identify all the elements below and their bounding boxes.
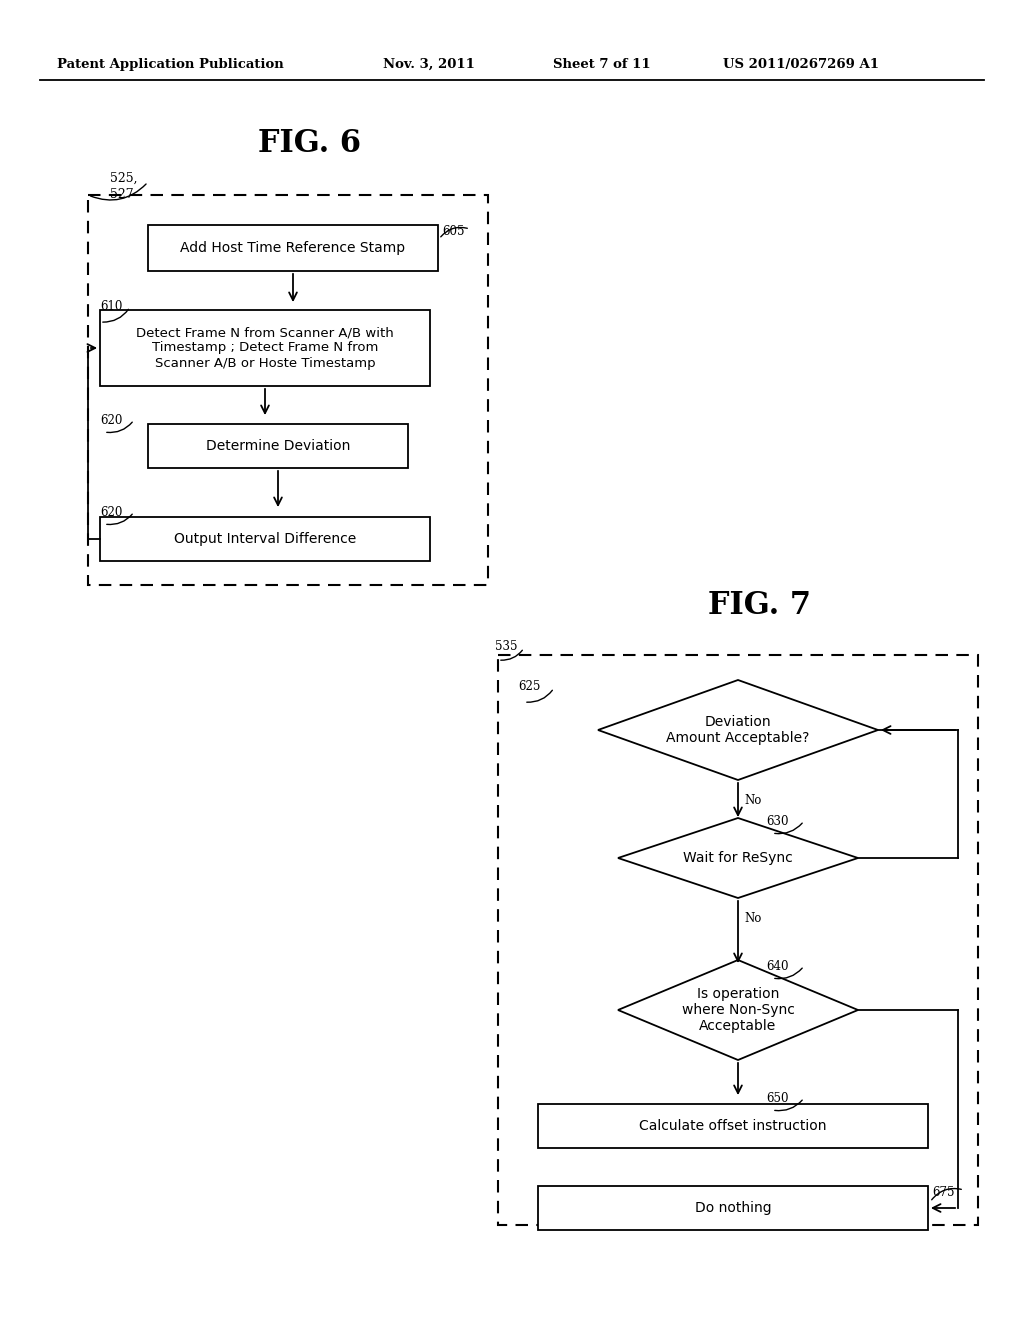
Text: 620: 620 <box>100 506 123 519</box>
Bar <box>148 224 438 271</box>
Text: 525,: 525, <box>110 172 137 185</box>
Bar <box>538 1104 928 1148</box>
Bar <box>148 424 408 469</box>
Text: Nov. 3, 2011: Nov. 3, 2011 <box>383 58 475 71</box>
Polygon shape <box>618 818 858 898</box>
Text: Deviation
Amount Acceptable?: Deviation Amount Acceptable? <box>667 715 810 744</box>
Text: 610: 610 <box>100 300 123 313</box>
Text: Output Interval Difference: Output Interval Difference <box>174 532 356 546</box>
Text: 620: 620 <box>100 414 123 426</box>
Text: 625: 625 <box>518 680 541 693</box>
Text: 535: 535 <box>495 640 517 653</box>
Text: No: No <box>744 912 762 925</box>
Text: 640: 640 <box>766 960 788 973</box>
Bar <box>538 1185 928 1230</box>
Text: 675: 675 <box>932 1185 954 1199</box>
Polygon shape <box>618 960 858 1060</box>
Text: Sheet 7 of 11: Sheet 7 of 11 <box>553 58 650 71</box>
Text: Calculate offset instruction: Calculate offset instruction <box>639 1119 826 1133</box>
Text: US 2011/0267269 A1: US 2011/0267269 A1 <box>723 58 879 71</box>
Polygon shape <box>598 680 878 780</box>
Text: Determine Deviation: Determine Deviation <box>206 440 350 453</box>
Text: 630: 630 <box>766 814 788 828</box>
Text: 650: 650 <box>766 1092 788 1105</box>
Bar <box>498 655 978 1225</box>
Text: 527: 527 <box>110 187 133 201</box>
Text: FIG. 7: FIG. 7 <box>709 590 811 620</box>
Bar <box>88 195 488 585</box>
Text: Add Host Time Reference Stamp: Add Host Time Reference Stamp <box>180 242 406 255</box>
Text: No: No <box>744 795 762 807</box>
Text: Wait for ReSync: Wait for ReSync <box>683 851 793 865</box>
Text: 605: 605 <box>442 224 465 238</box>
Text: Is operation
where Non-Sync
Acceptable: Is operation where Non-Sync Acceptable <box>682 987 795 1034</box>
Bar <box>100 310 430 385</box>
Text: Detect Frame N from Scanner A/B with
Timestamp ; Detect Frame N from
Scanner A/B: Detect Frame N from Scanner A/B with Tim… <box>136 326 394 370</box>
Bar <box>100 517 430 561</box>
Text: FIG. 6: FIG. 6 <box>258 128 361 158</box>
Text: Patent Application Publication: Patent Application Publication <box>57 58 284 71</box>
Text: Do nothing: Do nothing <box>694 1201 771 1214</box>
